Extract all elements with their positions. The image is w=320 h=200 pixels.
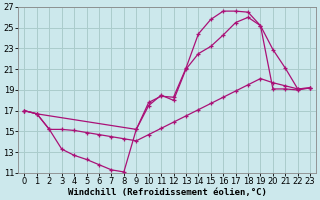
X-axis label: Windchill (Refroidissement éolien,°C): Windchill (Refroidissement éolien,°C) [68,188,267,197]
